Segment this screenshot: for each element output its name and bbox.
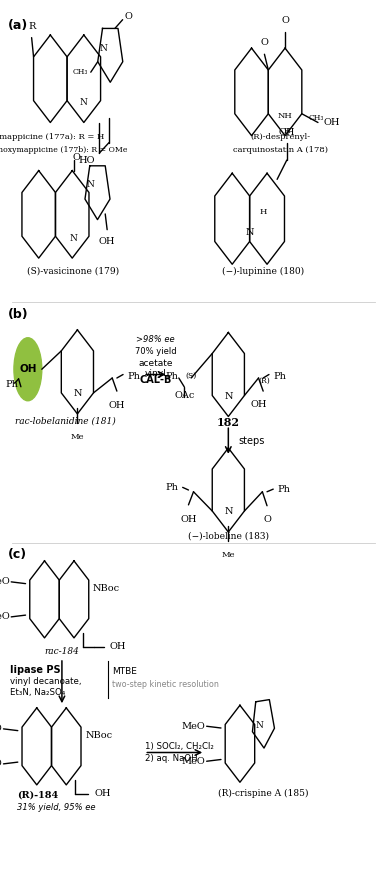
Text: two-step kinetic resolution: two-step kinetic resolution bbox=[112, 680, 219, 689]
Text: N: N bbox=[87, 180, 94, 189]
Text: (R): (R) bbox=[259, 376, 270, 385]
Text: >98% ee: >98% ee bbox=[136, 335, 175, 344]
Text: OH: OH bbox=[180, 514, 197, 523]
Text: (a): (a) bbox=[8, 19, 28, 32]
Text: O: O bbox=[72, 153, 80, 162]
Text: Me: Me bbox=[71, 433, 84, 441]
Text: Et₃N, Na₂SO₄: Et₃N, Na₂SO₄ bbox=[10, 689, 65, 697]
Text: MeO: MeO bbox=[0, 760, 2, 768]
Text: R: R bbox=[28, 22, 35, 31]
Text: H: H bbox=[260, 208, 267, 216]
Text: O: O bbox=[281, 17, 289, 25]
Text: MeO: MeO bbox=[0, 724, 2, 733]
Text: rac-184: rac-184 bbox=[45, 648, 79, 656]
Text: OH: OH bbox=[324, 118, 340, 127]
Text: CH₃: CH₃ bbox=[72, 68, 88, 76]
Text: N: N bbox=[99, 44, 107, 52]
Text: 70% yield: 70% yield bbox=[135, 346, 176, 355]
Text: Ph: Ph bbox=[6, 381, 19, 389]
Text: (b): (b) bbox=[8, 308, 28, 321]
Text: OH: OH bbox=[19, 364, 37, 374]
Text: Ph: Ph bbox=[278, 485, 291, 493]
Text: O: O bbox=[260, 38, 268, 47]
Text: Ph: Ph bbox=[273, 372, 286, 381]
Text: MTBE: MTBE bbox=[112, 668, 137, 676]
Text: (c): (c) bbox=[8, 548, 27, 561]
Text: (−)-lupinine (180): (−)-lupinine (180) bbox=[222, 267, 304, 276]
Text: OH: OH bbox=[110, 642, 126, 651]
Text: N: N bbox=[245, 228, 254, 237]
Text: vinyl decanoate,: vinyl decanoate, bbox=[10, 677, 81, 686]
Text: OH: OH bbox=[279, 129, 295, 137]
Text: 31% yield, 95% ee: 31% yield, 95% ee bbox=[17, 803, 96, 812]
Text: (S)-vasicinone (179): (S)-vasicinone (179) bbox=[27, 267, 120, 276]
Text: Me: Me bbox=[222, 551, 235, 559]
Text: O: O bbox=[263, 515, 271, 524]
Text: 1) SOCl₂, CH₂Cl₂: 1) SOCl₂, CH₂Cl₂ bbox=[145, 742, 214, 751]
Text: N: N bbox=[224, 392, 233, 401]
Text: Ph: Ph bbox=[165, 372, 178, 381]
Text: Ph: Ph bbox=[128, 372, 140, 381]
Text: (R)-crispine A (185): (R)-crispine A (185) bbox=[218, 789, 308, 798]
Text: vinyl: vinyl bbox=[145, 369, 166, 378]
Text: O: O bbox=[125, 11, 133, 21]
Text: lipase PS: lipase PS bbox=[10, 665, 60, 676]
Text: N: N bbox=[69, 234, 77, 243]
Text: MeO: MeO bbox=[182, 722, 205, 731]
Text: (S)-9-methoxymappicine (177b): R = OMe: (S)-9-methoxymappicine (177b): R = OMe bbox=[0, 146, 128, 154]
Text: (R)-184: (R)-184 bbox=[17, 791, 59, 800]
Text: (S)-mappicine (177a): R = H: (S)-mappicine (177a): R = H bbox=[0, 133, 105, 141]
Text: OH: OH bbox=[250, 400, 267, 409]
Circle shape bbox=[14, 338, 42, 401]
Text: MeO: MeO bbox=[0, 612, 10, 621]
Text: CAL-B: CAL-B bbox=[139, 375, 172, 385]
Text: NBoc: NBoc bbox=[93, 584, 120, 593]
Text: (S): (S) bbox=[185, 372, 196, 381]
Text: acetate: acetate bbox=[138, 359, 173, 368]
Text: NH: NH bbox=[278, 112, 293, 120]
Text: N: N bbox=[80, 98, 88, 108]
Text: N: N bbox=[73, 389, 82, 398]
Text: N: N bbox=[224, 507, 233, 516]
Text: (−)-lobeline (183): (−)-lobeline (183) bbox=[188, 532, 269, 541]
Text: rac-lobelanidine (181): rac-lobelanidine (181) bbox=[15, 416, 115, 425]
Text: OH: OH bbox=[99, 237, 115, 246]
Text: steps: steps bbox=[238, 436, 264, 446]
Text: MeO: MeO bbox=[0, 578, 10, 586]
Text: OH: OH bbox=[109, 401, 125, 410]
Text: OH: OH bbox=[94, 789, 111, 798]
Text: (R)-desprenyl-: (R)-desprenyl- bbox=[250, 133, 311, 141]
Text: H: H bbox=[284, 127, 290, 136]
Text: CH₃: CH₃ bbox=[309, 114, 324, 122]
Text: 182: 182 bbox=[217, 416, 240, 428]
Text: NBoc: NBoc bbox=[85, 732, 112, 740]
Text: N: N bbox=[255, 721, 263, 730]
Text: Ph: Ph bbox=[165, 483, 178, 492]
Text: HO: HO bbox=[78, 156, 95, 164]
Text: carquinostatin A (178): carquinostatin A (178) bbox=[233, 146, 328, 154]
Text: MeO: MeO bbox=[182, 757, 205, 766]
Text: OAc: OAc bbox=[175, 391, 195, 400]
Text: 2) aq. NaOH: 2) aq. NaOH bbox=[145, 754, 198, 763]
